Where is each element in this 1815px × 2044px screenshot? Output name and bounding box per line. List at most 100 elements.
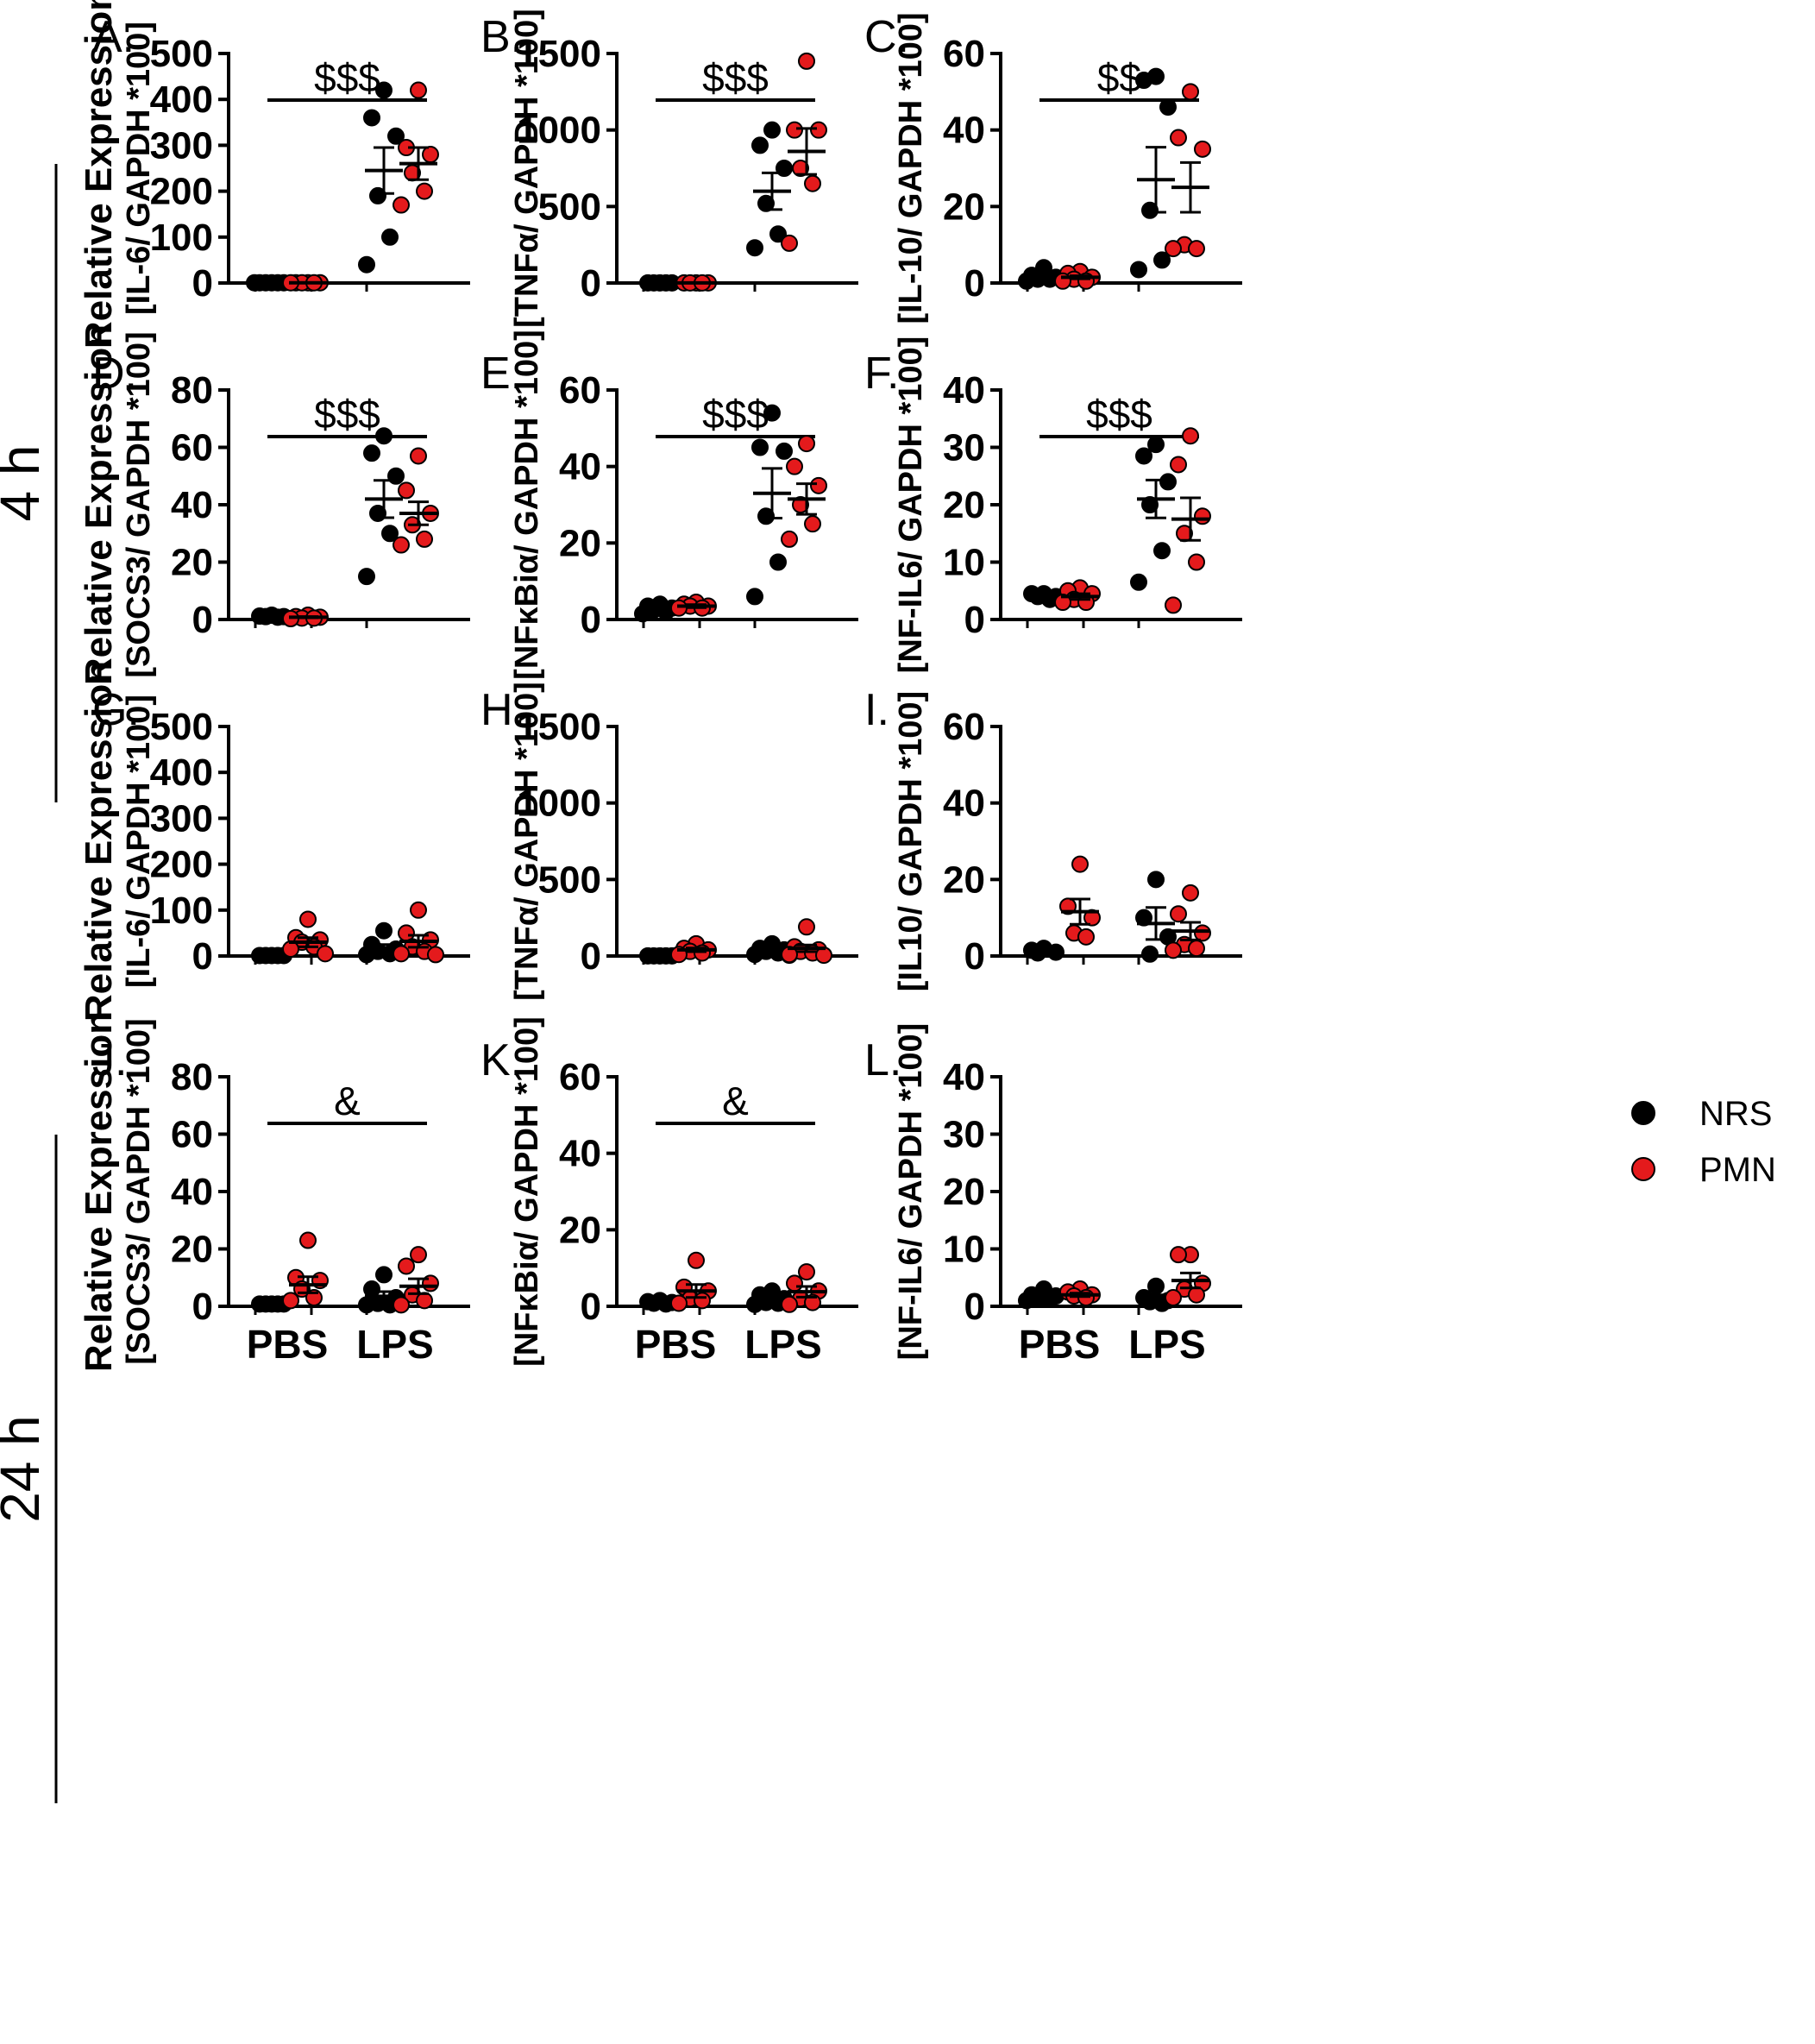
y-tick-label: 0 bbox=[192, 599, 213, 641]
data-point-pmn bbox=[1170, 905, 1187, 923]
y-tick-label: 500 bbox=[538, 186, 601, 228]
y-tick-label: 60 bbox=[943, 706, 985, 748]
data-point-pmn bbox=[786, 121, 803, 139]
data-point-nrs bbox=[1159, 473, 1177, 491]
time-label: 4 h bbox=[0, 445, 51, 522]
data-point-pmn bbox=[804, 515, 821, 533]
y-tick-label: 40 bbox=[943, 369, 985, 412]
y-axis-label-shared: Relative Expression bbox=[78, 324, 120, 685]
y-tick-label: 40 bbox=[943, 1056, 985, 1098]
data-point-nrs bbox=[363, 444, 380, 462]
y-tick-label: 0 bbox=[964, 935, 985, 978]
data-point-pmn bbox=[1182, 83, 1199, 101]
y-tick-label: 20 bbox=[171, 1229, 213, 1271]
data-point-pmn bbox=[282, 1292, 299, 1310]
y-tick-label: 60 bbox=[171, 427, 213, 469]
y-tick-label: 40 bbox=[171, 1171, 213, 1213]
data-point-nrs bbox=[1153, 251, 1171, 269]
y-tick-label: 30 bbox=[943, 1114, 985, 1156]
panel-label: J. bbox=[92, 1035, 127, 1085]
y-axis-label: [IL-6/ GAPDH *100] bbox=[121, 22, 157, 315]
significance-label: & bbox=[334, 1079, 361, 1123]
legend-marker-pmn bbox=[1631, 1157, 1655, 1181]
data-point-pmn bbox=[427, 946, 444, 964]
data-point-nrs bbox=[769, 553, 787, 571]
data-point-pmn bbox=[798, 52, 815, 70]
data-point-pmn bbox=[1170, 1246, 1187, 1264]
y-tick-label: 300 bbox=[150, 797, 213, 840]
x-category-label: LPS bbox=[356, 1322, 433, 1367]
panel-d: 0 20 40 60 80 D.[SOCS3/ GAPDH *100]Relative E… bbox=[78, 324, 470, 685]
significance-label: $$$ bbox=[1086, 392, 1152, 437]
data-point-pmn bbox=[1165, 596, 1182, 614]
y-tick-label: 80 bbox=[171, 369, 213, 412]
data-point-nrs bbox=[1130, 261, 1147, 279]
data-point-nrs bbox=[369, 186, 386, 204]
data-point-nrs bbox=[1141, 201, 1159, 219]
data-point-pmn bbox=[688, 1251, 705, 1269]
y-axis-label: [TNFα/ GAPDH *100] bbox=[509, 682, 545, 1001]
data-point-nrs bbox=[751, 438, 769, 456]
data-point-pmn bbox=[1054, 594, 1071, 612]
y-tick-label: 0 bbox=[964, 262, 985, 305]
y-axis-label: [SOCS3/ GAPDH *100] bbox=[121, 1018, 157, 1364]
panel-c: 0 20 40 60 C.[IL-10/ GAPDH *100] $$ bbox=[864, 12, 1242, 324]
data-point-pmn bbox=[410, 901, 427, 919]
significance-label: $$$ bbox=[702, 55, 769, 100]
x-category-label: LPS bbox=[1128, 1322, 1205, 1367]
data-point-pmn bbox=[1182, 884, 1199, 902]
y-tick-label: 20 bbox=[943, 484, 985, 526]
data-point-pmn bbox=[410, 81, 427, 99]
y-tick-label: 60 bbox=[943, 33, 985, 75]
y-tick-label: 200 bbox=[150, 844, 213, 886]
y-tick-label: 20 bbox=[559, 522, 601, 564]
y-axis-label: [IL-10/ GAPDH *100] bbox=[893, 12, 929, 324]
y-tick-label: 1500 bbox=[517, 33, 601, 75]
data-point-pmn bbox=[798, 1263, 815, 1281]
y-axis-label: [IL-6/ GAPDH *100] bbox=[121, 695, 157, 988]
data-point-nrs bbox=[776, 442, 793, 460]
data-point-nrs bbox=[757, 507, 775, 525]
data-point-pmn bbox=[1188, 553, 1205, 571]
data-point-nrs bbox=[1147, 436, 1165, 454]
data-point-pmn bbox=[1165, 1289, 1182, 1307]
data-point-nrs bbox=[763, 404, 781, 422]
y-tick-label: 20 bbox=[943, 858, 985, 901]
y-tick-label: 40 bbox=[559, 446, 601, 488]
data-point-nrs bbox=[634, 605, 651, 623]
panel-label: D. bbox=[92, 349, 137, 399]
legend-marker-nrs bbox=[1631, 1101, 1655, 1125]
y-tick-label: 40 bbox=[559, 1133, 601, 1175]
data-point-nrs bbox=[1135, 909, 1152, 927]
panel-label: K. bbox=[480, 1035, 523, 1085]
data-point-pmn bbox=[1071, 855, 1089, 873]
y-tick-label: 10 bbox=[943, 542, 985, 584]
panel-j: 0 20 40 60 80 J.[SOCS3/ GAPDH *100]Relative E… bbox=[78, 1011, 470, 1372]
data-point-pmn bbox=[1077, 928, 1095, 946]
data-point-pmn bbox=[416, 182, 433, 200]
data-point-nrs bbox=[375, 427, 393, 445]
y-tick-label: 0 bbox=[964, 1286, 985, 1328]
data-point-pmn bbox=[1194, 507, 1211, 525]
data-point-pmn bbox=[299, 1231, 317, 1249]
data-point-nrs bbox=[358, 568, 375, 586]
y-tick-label: 1000 bbox=[517, 110, 601, 152]
data-point-nrs bbox=[763, 121, 781, 139]
y-axis-label: [NF-IL6/ GAPDH *100] bbox=[893, 336, 929, 674]
significance-label: $$$ bbox=[314, 392, 380, 437]
data-point-nrs bbox=[1147, 1277, 1165, 1295]
data-point-nrs bbox=[387, 127, 405, 145]
data-point-nrs bbox=[1147, 871, 1165, 889]
y-tick-label: 60 bbox=[171, 1114, 213, 1156]
data-point-pmn bbox=[393, 1296, 410, 1314]
y-tick-label: 1000 bbox=[517, 783, 601, 825]
data-point-nrs bbox=[757, 194, 775, 212]
data-point-pmn bbox=[1165, 240, 1182, 258]
data-point-nrs bbox=[381, 525, 399, 543]
